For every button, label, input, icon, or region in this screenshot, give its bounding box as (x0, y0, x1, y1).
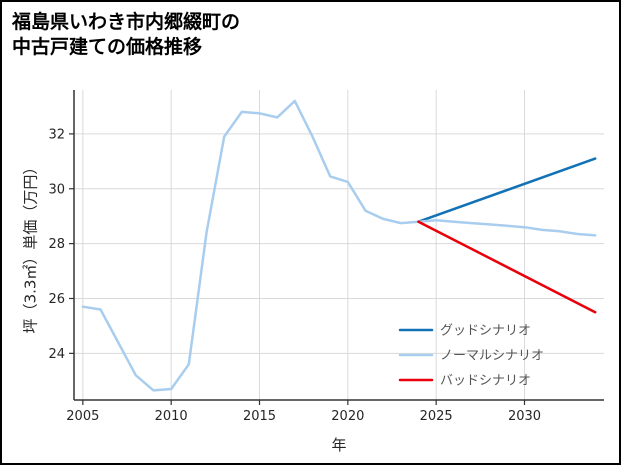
x-tick-label: 2015 (243, 409, 276, 424)
series-line-normal-scenario (417, 219, 597, 237)
x-tick-label: 2010 (155, 409, 188, 424)
x-axis-label: 年 (331, 436, 347, 454)
series-line-good-scenario (417, 157, 597, 223)
legend-label: ノーマルシナリオ (440, 349, 544, 364)
legend-label: グッドシナリオ (440, 324, 531, 339)
y-axis-label: 坪（3.3㎡）単価（万円） (21, 159, 40, 334)
series-group (81, 99, 597, 392)
chart-title-line1: 福島県いわき市内郷綴町の (12, 11, 241, 33)
series-line-bad-scenario (417, 220, 597, 314)
y-tick-label: 28 (48, 237, 65, 252)
legend-label: バッドシナリオ (440, 374, 531, 389)
series-line-history (81, 99, 420, 392)
x-tick-label: 2005 (66, 409, 99, 424)
y-tick-label: 26 (48, 292, 65, 307)
x-tick-label: 2030 (508, 409, 541, 424)
y-tick-label: 30 (48, 182, 65, 197)
x-tick-label: 2020 (331, 409, 364, 424)
x-tick-label: 2025 (420, 409, 453, 424)
y-tick-label: 32 (48, 127, 65, 142)
y-tick-label: 24 (48, 347, 65, 362)
chart-title: 福島県いわき市内郷綴町の 中古戸建ての価格推移 (12, 10, 240, 60)
chart-title-line2: 中古戸建ての価格推移 (12, 36, 203, 59)
